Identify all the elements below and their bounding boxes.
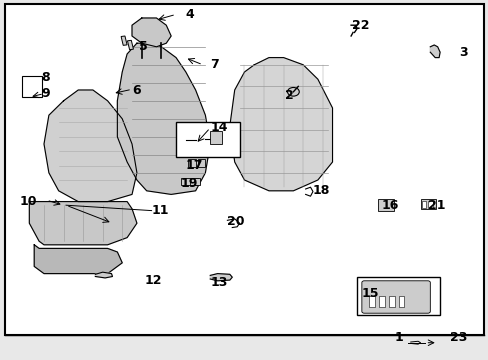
Text: 4: 4 <box>185 8 194 21</box>
Polygon shape <box>132 18 171 47</box>
Text: 13: 13 <box>210 276 227 289</box>
Polygon shape <box>29 202 137 245</box>
Text: 9: 9 <box>41 87 50 100</box>
Text: 17: 17 <box>185 159 203 172</box>
Bar <box>127 40 133 50</box>
Bar <box>181 178 198 185</box>
Text: 12: 12 <box>144 274 162 287</box>
FancyBboxPatch shape <box>361 281 429 313</box>
Text: 6: 6 <box>132 84 141 96</box>
Text: 14: 14 <box>210 121 227 134</box>
Bar <box>368 296 374 307</box>
Text: 18: 18 <box>312 184 330 197</box>
Polygon shape <box>429 45 439 58</box>
Text: 20: 20 <box>227 215 244 228</box>
Text: 21: 21 <box>427 199 445 212</box>
Bar <box>420 199 435 209</box>
Polygon shape <box>117 43 210 194</box>
Text: 22: 22 <box>351 19 369 32</box>
Polygon shape <box>44 90 137 202</box>
Polygon shape <box>229 58 332 191</box>
Bar <box>121 36 127 45</box>
Text: 7: 7 <box>210 58 219 71</box>
Bar <box>388 296 394 307</box>
Text: 19: 19 <box>181 177 198 190</box>
Polygon shape <box>210 274 232 281</box>
Text: 11: 11 <box>151 204 169 217</box>
Text: 2: 2 <box>284 89 293 102</box>
Bar <box>198 159 205 167</box>
Polygon shape <box>95 272 112 278</box>
Bar <box>427 201 432 208</box>
Text: 5: 5 <box>139 40 148 53</box>
Text: 15: 15 <box>361 287 379 300</box>
Bar <box>398 296 404 307</box>
Bar <box>421 201 426 208</box>
Text: 1: 1 <box>394 331 403 344</box>
Bar <box>188 159 195 167</box>
Text: 3: 3 <box>459 46 468 59</box>
Bar <box>176 122 239 157</box>
Bar <box>189 178 199 185</box>
Bar <box>377 199 393 211</box>
Bar <box>378 296 384 307</box>
Circle shape <box>287 87 299 96</box>
Text: 8: 8 <box>41 71 50 84</box>
Bar <box>22 76 41 97</box>
Polygon shape <box>34 245 122 274</box>
Text: 10: 10 <box>20 195 37 208</box>
Bar <box>210 131 222 144</box>
Text: 16: 16 <box>381 199 398 212</box>
Text: 23: 23 <box>449 331 467 344</box>
Bar <box>356 277 439 315</box>
